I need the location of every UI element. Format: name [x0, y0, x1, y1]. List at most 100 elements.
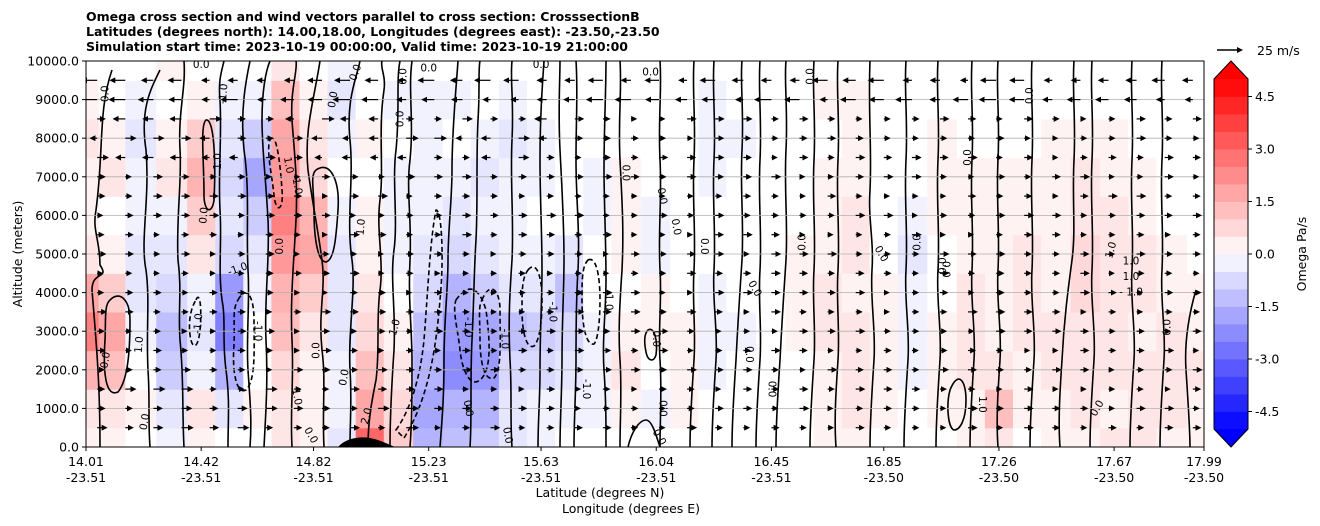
quiver-key: 25 m/s: [1217, 43, 1300, 58]
x-tick-label-lat: 17.26: [981, 454, 1017, 469]
colorbar-tick-label: 4.5: [1255, 89, 1275, 104]
plot-area: 0.00.00.01.00.00.0-1.01.0-1.0-1.0-1.01.0…: [86, 59, 1204, 447]
omega-cell: [383, 427, 414, 447]
colorbar-band: [1214, 184, 1248, 202]
x-tick-label-lat: 15.23: [411, 454, 447, 469]
colorbar-band: [1214, 201, 1248, 220]
contour-label: 0.0: [138, 413, 153, 432]
contour-line: [969, 61, 976, 447]
contour-label: 2.0: [359, 406, 375, 425]
omega-cell: [640, 427, 671, 447]
colorbar-band: [1214, 411, 1248, 430]
omega-cell: [1187, 61, 1204, 81]
omega-cell: [1012, 427, 1042, 447]
omega-cell: [1128, 427, 1157, 447]
omega-cell: [1041, 61, 1072, 81]
omega-cell: [1012, 61, 1042, 81]
colorbar-band: [1214, 306, 1248, 325]
omega-cell: [984, 427, 1014, 447]
contour-label: 0.0: [98, 351, 113, 370]
y-tick-label: 10000.0: [27, 54, 79, 69]
contour-line: [143, 69, 161, 447]
colorbar-band: [1214, 324, 1248, 342]
omega-cell: [1070, 61, 1101, 81]
quiver-key-label: 25 m/s: [1257, 43, 1300, 58]
omega-cell: [1100, 61, 1129, 81]
contour-line: [1089, 61, 1096, 447]
omega-cell: [755, 61, 787, 81]
omega-cell: [1041, 427, 1072, 447]
omega-cell: [215, 61, 244, 81]
omega-cell: [611, 427, 642, 447]
contour-labels: 0.00.00.01.00.00.0-1.01.0-1.0-1.0-1.01.0…: [98, 59, 1173, 447]
contour-line: [947, 378, 967, 431]
contour-line: [935, 61, 942, 447]
colorbar-band: [1214, 114, 1248, 132]
contour-line: [658, 61, 662, 447]
omega-cell: [1187, 427, 1204, 447]
omega-cell: [156, 61, 188, 81]
contour-line: [439, 61, 459, 447]
contour-label: -1.0: [546, 302, 558, 323]
contour-label: 0.0: [698, 238, 710, 255]
x-tick-label-lat: 14.82: [296, 454, 332, 469]
omega-cell: [299, 61, 329, 81]
y-tick-label: 7000.0: [35, 169, 79, 184]
contour-label: 1.0: [133, 336, 146, 354]
omega-cell: [640, 61, 671, 81]
x-tick-label-lat: 16.04: [638, 454, 674, 469]
x-tick-label-lat: 15.63: [523, 454, 559, 469]
contour-label: 0.0: [1024, 87, 1036, 104]
omega-cell: [984, 61, 1014, 81]
colorbar-band: [1214, 79, 1248, 97]
omega-cell: [698, 61, 728, 81]
y-tick-label: 0.0: [59, 440, 79, 455]
contour-label: -1.0: [603, 290, 615, 311]
omega-cell: [897, 61, 928, 81]
contour-label: 1.0: [289, 388, 304, 407]
x-tick-label-lon: -23.50: [1094, 470, 1134, 485]
colorbar-frame: [1213, 60, 1249, 448]
omega-cell: [1128, 61, 1157, 81]
omega-cell: [86, 61, 100, 81]
omega-cell: [1100, 427, 1129, 447]
contour-label: 1.0: [1123, 256, 1140, 268]
contour-label: -1.0: [251, 321, 263, 342]
contour-line: [755, 61, 762, 447]
contour-negative: [453, 288, 490, 383]
contour-line: [1129, 61, 1136, 447]
contour-negative: [478, 288, 502, 380]
contour-label: 0.0: [743, 346, 755, 363]
omega-cell: [527, 427, 556, 447]
colorbar-band: [1214, 394, 1248, 412]
contour-line: [508, 61, 514, 447]
omega-cell: [611, 61, 642, 81]
omega-cell: [187, 427, 216, 447]
contour-line: [389, 61, 401, 447]
contour-line: [775, 61, 788, 447]
contour-line: [176, 61, 186, 447]
contour-line: [809, 61, 816, 447]
x-tick-label-lon: -23.51: [521, 470, 561, 485]
omega-cell: [1156, 427, 1188, 447]
x-tick-label-lon: -23.51: [66, 470, 106, 485]
x-tick-label-lat: 14.42: [183, 454, 219, 469]
omega-cell: [187, 61, 216, 81]
omega-cell: [442, 427, 472, 447]
omega-cell: [1156, 61, 1188, 81]
contour-negative: [581, 258, 601, 345]
omega-cell: [413, 427, 444, 447]
omega-cell: [271, 427, 301, 447]
omega-cell: [1070, 427, 1101, 447]
contour-label: 0.0: [659, 400, 671, 417]
contour-line: [903, 61, 910, 447]
contour-label: 0.0: [533, 59, 550, 71]
omega-cell: [897, 427, 928, 447]
contour-label: 1.0: [1123, 271, 1140, 283]
contour-line: [311, 166, 340, 263]
contour-line: [834, 61, 840, 447]
colorbar-band: [1214, 254, 1248, 272]
chart-title-line-3: Simulation start time: 2023-10-19 00:00:…: [86, 39, 628, 54]
contour-line: [689, 61, 696, 447]
